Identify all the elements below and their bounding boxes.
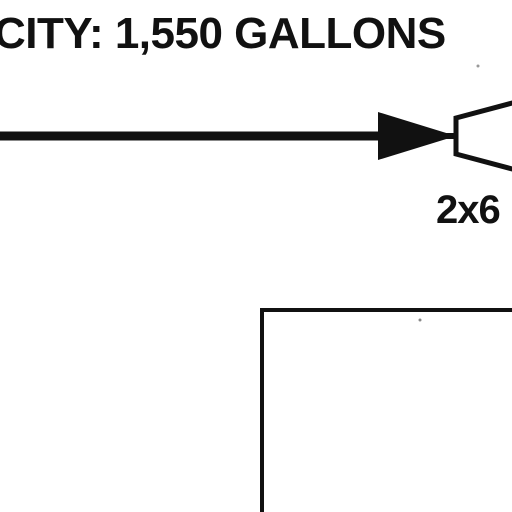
capacity-label: CITY: 1,550 GALLONS	[0, 9, 446, 58]
scan-speck	[418, 318, 422, 322]
reducer-fitting	[453, 100, 512, 172]
flow-arrowhead	[378, 112, 456, 160]
fitting-size-label: 2x6	[436, 188, 501, 232]
tank-outline	[260, 308, 512, 512]
scan-speck	[476, 64, 480, 68]
